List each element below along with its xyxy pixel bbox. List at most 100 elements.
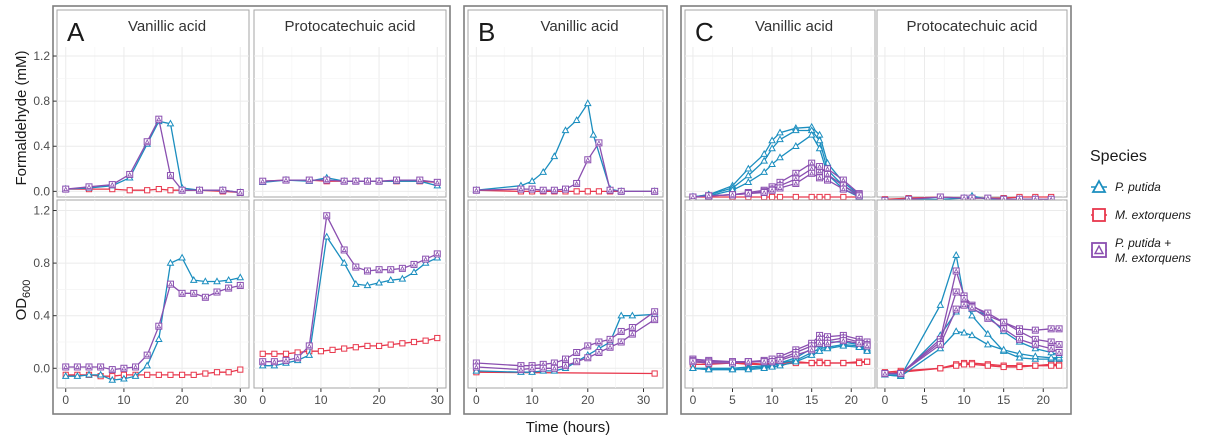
- marker-coculture-inner: [98, 364, 104, 369]
- marker-coculture-inner: [551, 365, 557, 371]
- marker-mextorquens: [237, 366, 244, 373]
- marker-putida: [166, 258, 175, 266]
- marker-putida: [999, 345, 1008, 353]
- marker-coculture: [968, 304, 976, 312]
- marker-coculture: [539, 364, 547, 372]
- x-tick-label: 20: [175, 393, 189, 407]
- marker-coculture-inner: [769, 359, 775, 364]
- marker-mextorquens: [1016, 363, 1023, 371]
- group-frame-B: [463, 5, 668, 415]
- marker-coculture-inner: [706, 193, 712, 198]
- marker-coculture: [595, 349, 603, 357]
- marker-coculture-inner: [399, 265, 405, 271]
- marker-putida: [760, 156, 769, 164]
- marker-coculture-inner: [353, 264, 359, 270]
- y-tick-label: 0.4: [33, 139, 50, 153]
- marker-coculture-inner: [202, 294, 208, 300]
- marker-coculture-inner: [364, 268, 370, 273]
- marker-coculture: [617, 327, 625, 335]
- marker-coculture: [108, 181, 116, 189]
- marker-coculture: [375, 177, 383, 185]
- marker-putida: [815, 144, 824, 152]
- marker-putida: [744, 164, 753, 172]
- marker-putida: [952, 250, 961, 258]
- panel-0: Vanillic acid A: [56, 9, 250, 198]
- marker-coculture: [550, 364, 558, 372]
- marker-coculture-inner: [809, 160, 815, 166]
- marker-mextorquens: [329, 346, 336, 353]
- marker-coculture-inner: [473, 187, 479, 193]
- marker-coculture-inner: [74, 364, 80, 369]
- marker-coculture: [776, 184, 784, 192]
- marker-coculture-inner: [260, 359, 266, 364]
- marker-coculture: [363, 177, 371, 185]
- marker-coculture: [236, 188, 244, 196]
- marker-coculture: [808, 346, 816, 354]
- marker-coculture-inner: [1001, 319, 1007, 325]
- marker-putida: [728, 365, 737, 373]
- marker-coculture: [562, 185, 569, 193]
- marker-putida: [815, 346, 824, 354]
- marker-coculture: [270, 358, 278, 366]
- marker-putida: [178, 253, 186, 261]
- marker-coculture-inner: [585, 355, 591, 360]
- x-tick-label: 20: [372, 393, 386, 407]
- marker-coculture: [375, 266, 383, 274]
- marker-coculture-inner: [156, 323, 162, 329]
- marker-putida: [561, 126, 570, 134]
- marker-coculture-inner: [167, 281, 173, 287]
- marker-coculture: [562, 355, 569, 363]
- marker-coculture: [97, 363, 105, 371]
- series-line-putida: [692, 343, 868, 369]
- marker-coculture: [1055, 325, 1063, 333]
- marker-coculture: [628, 324, 636, 332]
- x-tick-label: 0: [882, 393, 889, 407]
- marker-mextorquens: [816, 359, 823, 367]
- marker-coculture-inner: [86, 184, 92, 189]
- marker-coculture: [573, 179, 581, 187]
- marker-coculture-inner: [540, 187, 546, 193]
- marker-coculture: [808, 169, 816, 177]
- marker-coculture-inner: [1048, 339, 1054, 344]
- marker-coculture: [1000, 325, 1008, 333]
- marker-putida: [791, 357, 800, 365]
- y-axis-label-formaldehyde: Formaldehyde (mM): [13, 50, 30, 185]
- legend-label-mex: M. extorquens: [1115, 208, 1191, 222]
- marker-coculture-inner: [793, 352, 799, 358]
- marker-coculture: [606, 186, 614, 194]
- series-line-mex: [262, 337, 438, 355]
- marker-putida: [863, 346, 871, 354]
- marker-mextorquens: [1055, 362, 1063, 369]
- marker-coculture: [816, 174, 824, 182]
- marker-mextorquens: [573, 188, 580, 195]
- legend-marker-mextorquens: [1092, 208, 1106, 222]
- marker-mextorquens: [856, 359, 863, 367]
- marker-coculture-inner: [898, 370, 904, 376]
- marker-coculture-inner: [864, 343, 870, 348]
- group-frame-A: [52, 5, 451, 415]
- marker-coculture: [132, 363, 140, 371]
- marker-mextorquens: [595, 188, 603, 195]
- y-tick-label: 0.0: [33, 184, 50, 198]
- marker-coculture: [839, 337, 847, 345]
- marker-mextorquens: [1032, 362, 1039, 369]
- marker-coculture: [651, 308, 659, 316]
- marker-coculture-inner: [295, 355, 301, 360]
- marker-coculture: [178, 289, 186, 297]
- marker-putida: [166, 119, 175, 127]
- marker-putida: [305, 350, 314, 358]
- marker-putida: [550, 152, 559, 160]
- marker-coculture-inner: [574, 349, 580, 355]
- marker-coculture-inner: [953, 306, 959, 312]
- marker-coculture: [768, 186, 776, 194]
- marker-coculture: [352, 263, 360, 271]
- marker-coculture-inner: [985, 310, 991, 316]
- marker-coculture: [398, 264, 406, 272]
- marker-coculture: [305, 342, 313, 350]
- marker-coculture: [528, 364, 536, 372]
- marker-coculture: [760, 188, 768, 196]
- x-tick-label: 20: [845, 393, 859, 407]
- marker-putida: [744, 171, 753, 179]
- marker-coculture: [213, 288, 221, 296]
- marker-putida: [617, 311, 626, 319]
